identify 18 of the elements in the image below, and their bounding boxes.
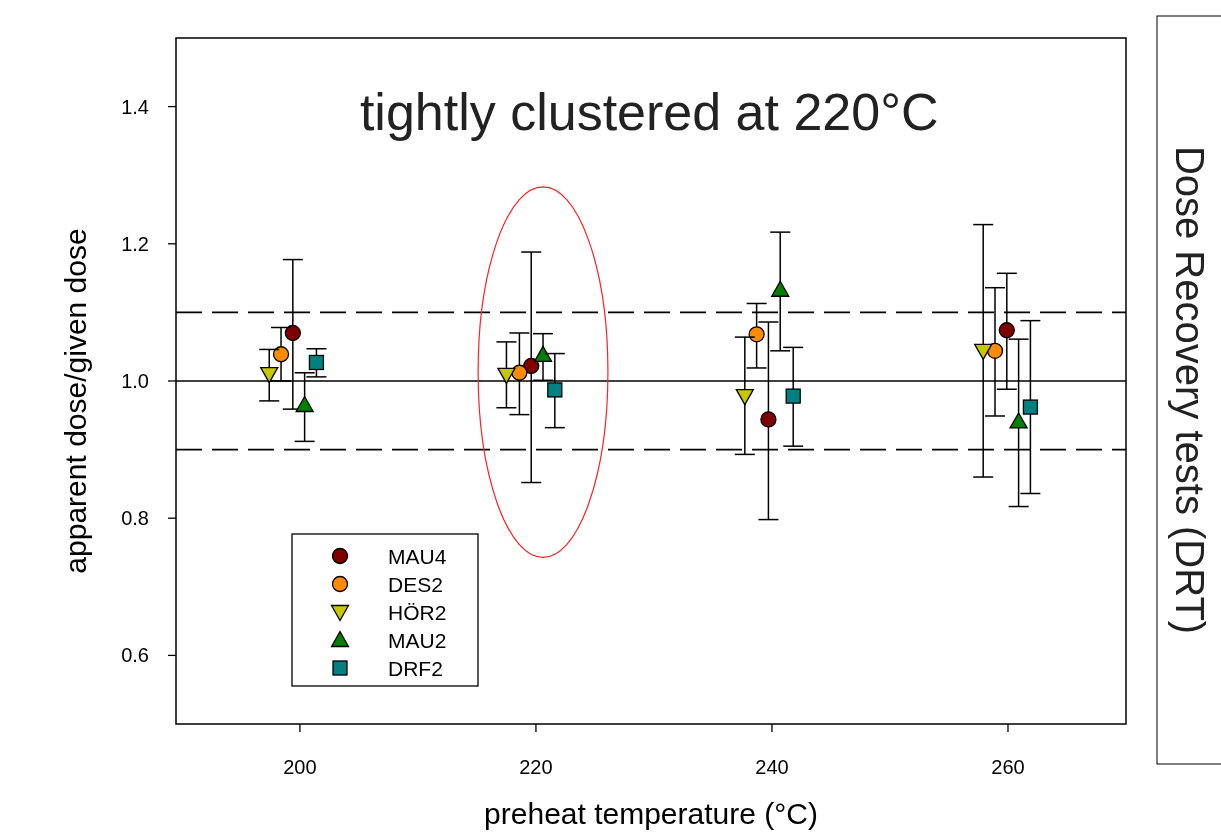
x-axis-title: preheat temperature (°C) — [484, 797, 818, 830]
y-tick-label: 0.6 — [121, 644, 149, 667]
y-tick-label: 0.8 — [121, 507, 149, 530]
text: tightly clustered at 220°C — [359, 83, 939, 141]
legend-label: MAU4 — [388, 545, 447, 568]
y-tick-label: 1.2 — [121, 232, 149, 255]
x-tick-label: 200 — [283, 756, 317, 778]
text: Dose Recovery tests (DRT) — [1168, 145, 1212, 635]
y-tick-label: 1.4 — [121, 95, 149, 118]
x-tick-label: 220 — [519, 756, 553, 778]
y-axis-title: apparent dose/given dose — [59, 228, 92, 574]
legend-label: MAU2 — [388, 629, 447, 652]
legend-label: DES2 — [388, 573, 443, 596]
x-tick-label: 240 — [755, 756, 789, 778]
legend-label: HÖR2 — [388, 601, 447, 624]
y-tick-label: 1.0 — [121, 370, 149, 392]
x-tick-label: 260 — [991, 756, 1025, 778]
legend-label: DRF2 — [388, 657, 443, 680]
